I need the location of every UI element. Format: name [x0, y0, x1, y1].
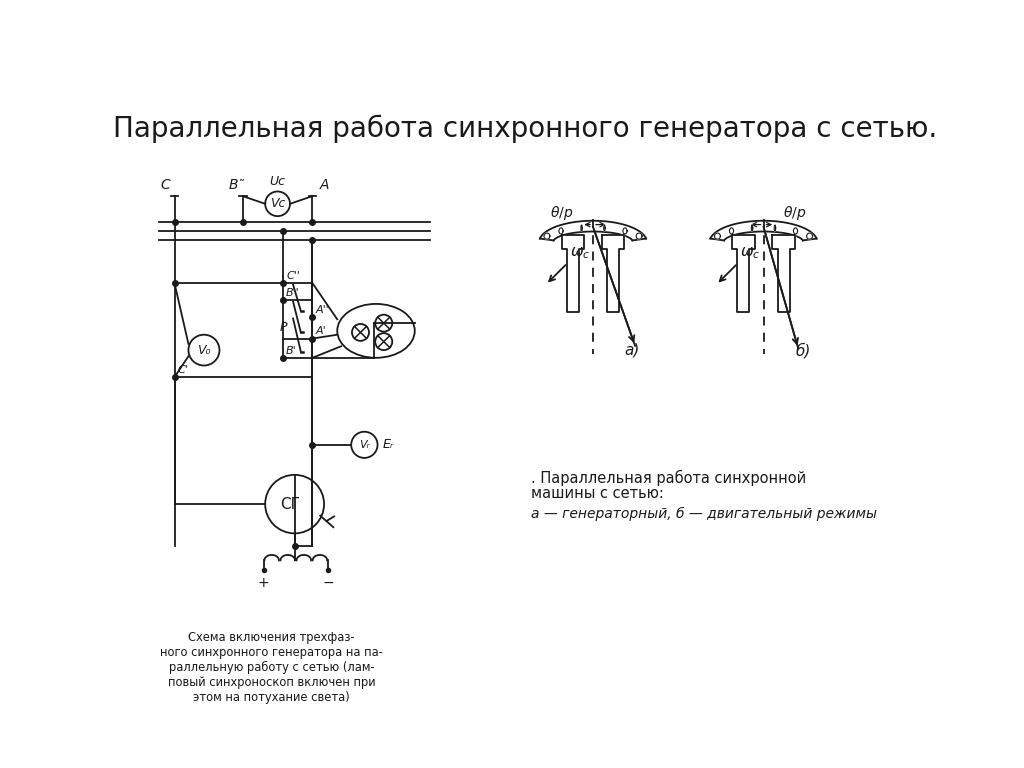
- Polygon shape: [623, 228, 627, 234]
- Text: машины с сетью:: машины с сетью:: [531, 486, 664, 502]
- Polygon shape: [561, 235, 584, 312]
- Text: Vс: Vс: [270, 197, 286, 210]
- Text: C'': C'': [286, 271, 300, 281]
- Text: Uс: Uс: [269, 174, 286, 187]
- Polygon shape: [752, 225, 753, 231]
- Polygon shape: [774, 225, 775, 231]
- Text: V₀: V₀: [198, 343, 211, 356]
- Polygon shape: [807, 233, 812, 239]
- Text: A': A': [315, 326, 327, 336]
- Text: B: B: [228, 178, 239, 192]
- Text: $\omega_c$: $\omega_c$: [569, 245, 590, 261]
- Text: B': B': [286, 346, 297, 356]
- Polygon shape: [729, 228, 733, 234]
- Text: Схема включения трехфаз-
ного синхронного генератора на па-
раллельную работу с : Схема включения трехфаз- ного синхронног…: [160, 631, 383, 704]
- Text: C': C': [177, 365, 188, 375]
- Circle shape: [375, 333, 392, 350]
- Text: $\theta/p$: $\theta/p$: [550, 204, 573, 222]
- Text: б): б): [796, 343, 811, 358]
- Polygon shape: [604, 225, 605, 231]
- Polygon shape: [772, 235, 795, 312]
- Polygon shape: [559, 228, 563, 234]
- Text: а): а): [625, 343, 640, 357]
- Text: $\omega_c$: $\omega_c$: [740, 245, 761, 261]
- Polygon shape: [732, 235, 755, 312]
- Text: Vᵣ: Vᵣ: [359, 440, 370, 450]
- Circle shape: [352, 324, 369, 341]
- Text: . Параллельная работа синхронной: . Параллельная работа синхронной: [531, 469, 806, 485]
- Circle shape: [351, 432, 378, 458]
- Text: Параллельная работа синхронного генератора с сетью.: Параллельная работа синхронного генерато…: [113, 115, 937, 144]
- Text: СГ: СГ: [280, 497, 300, 511]
- Polygon shape: [544, 233, 550, 239]
- Polygon shape: [540, 220, 646, 240]
- Text: $\theta/p$: $\theta/p$: [782, 204, 806, 222]
- Text: A'': A'': [315, 305, 329, 315]
- Circle shape: [265, 475, 324, 533]
- Polygon shape: [636, 233, 642, 239]
- Polygon shape: [581, 225, 583, 231]
- Ellipse shape: [337, 304, 415, 358]
- Text: C: C: [161, 178, 170, 192]
- Polygon shape: [794, 228, 798, 234]
- Text: а — генераторный, б — двигательный режимы: а — генераторный, б — двигательный режим…: [531, 506, 877, 521]
- Text: Eᵣ: Eᵣ: [382, 439, 393, 452]
- Polygon shape: [602, 235, 625, 312]
- Circle shape: [265, 191, 290, 216]
- Circle shape: [188, 335, 219, 366]
- Text: +: +: [258, 576, 269, 590]
- Text: B'': B'': [286, 288, 300, 298]
- Text: A: A: [321, 178, 330, 192]
- Polygon shape: [715, 233, 720, 239]
- Text: −: −: [323, 576, 334, 590]
- Circle shape: [375, 315, 392, 332]
- Text: P: P: [280, 321, 287, 334]
- Polygon shape: [711, 220, 816, 240]
